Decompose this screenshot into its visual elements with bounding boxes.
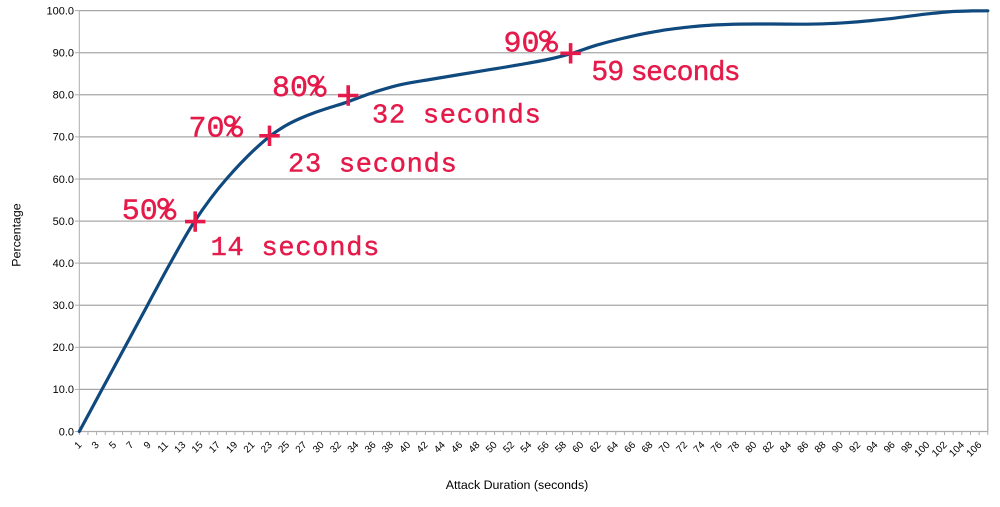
- svg-text:50: 50: [122, 195, 158, 229]
- svg-text:60.0: 60.0: [53, 174, 74, 186]
- svg-text:100.0: 100.0: [46, 5, 74, 17]
- svg-text:14 seconds: 14 seconds: [211, 234, 381, 264]
- svg-text:50.0: 50.0: [53, 216, 74, 228]
- svg-text:Attack Duration (seconds): Attack Duration (seconds): [446, 478, 589, 492]
- svg-text:80.0: 80.0: [53, 90, 74, 102]
- svg-text:Percentage: Percentage: [10, 203, 24, 266]
- svg-text:20.0: 20.0: [53, 342, 74, 354]
- svg-text:70: 70: [189, 112, 225, 146]
- svg-text:0.0: 0.0: [59, 426, 74, 438]
- svg-text:90.0: 90.0: [53, 48, 74, 60]
- svg-text:30.0: 30.0: [53, 300, 74, 312]
- svg-text:23 seconds: 23 seconds: [288, 151, 458, 181]
- svg-text:80: 80: [272, 72, 308, 106]
- svg-text:70.0: 70.0: [53, 132, 74, 144]
- svg-text:90: 90: [504, 27, 540, 61]
- svg-text:10.0: 10.0: [53, 384, 74, 396]
- svg-text:32 seconds: 32 seconds: [372, 102, 542, 132]
- svg-text:59 seconds: 59 seconds: [592, 55, 740, 86]
- svg-text:40.0: 40.0: [53, 258, 74, 270]
